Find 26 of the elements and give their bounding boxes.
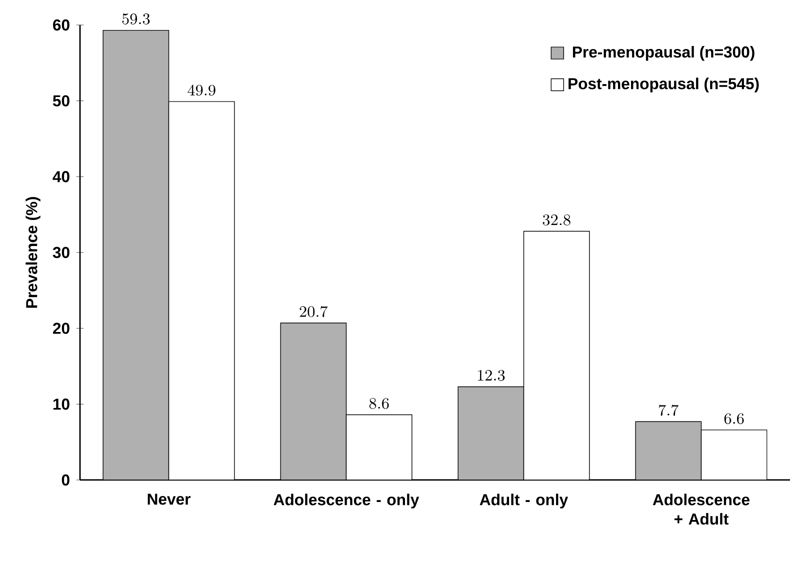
y-tick-label: 30 bbox=[52, 246, 70, 258]
y-tick-label: 0 bbox=[62, 474, 70, 486]
data-label: 49.9 bbox=[188, 84, 216, 96]
bar bbox=[102, 30, 170, 480]
data-label: 8.6 bbox=[369, 398, 389, 409]
y-tick-label: 10 bbox=[53, 398, 70, 410]
y-tick-label: 40 bbox=[52, 171, 70, 182]
x-tick-label: Adult - only bbox=[480, 494, 568, 508]
bar bbox=[635, 421, 702, 480]
legend-label: Post-menopausal (n=545) bbox=[568, 78, 759, 92]
x-tick-label: Adolescence + Adult bbox=[652, 494, 750, 525]
data-label: 32.8 bbox=[542, 214, 570, 226]
y-tick-label: 20 bbox=[53, 322, 70, 334]
data-label: 7.7 bbox=[658, 404, 679, 416]
bar bbox=[458, 386, 524, 480]
bar bbox=[280, 322, 347, 480]
y-axis-title: Prevalence (%) bbox=[26, 197, 40, 308]
data-label: 20.7 bbox=[300, 306, 328, 318]
x-tick-label: Never bbox=[148, 494, 190, 505]
data-label: 59.3 bbox=[122, 14, 150, 24]
legend-label: Pre-menopausal (n=300) bbox=[572, 46, 754, 61]
y-tick-label: 60 bbox=[53, 19, 70, 31]
x-tick-label: Adolescence - only bbox=[274, 494, 420, 508]
y-tick-label: 50 bbox=[52, 95, 70, 106]
data-label: 6.6 bbox=[724, 413, 744, 424]
data-label: 12.3 bbox=[478, 370, 505, 381]
